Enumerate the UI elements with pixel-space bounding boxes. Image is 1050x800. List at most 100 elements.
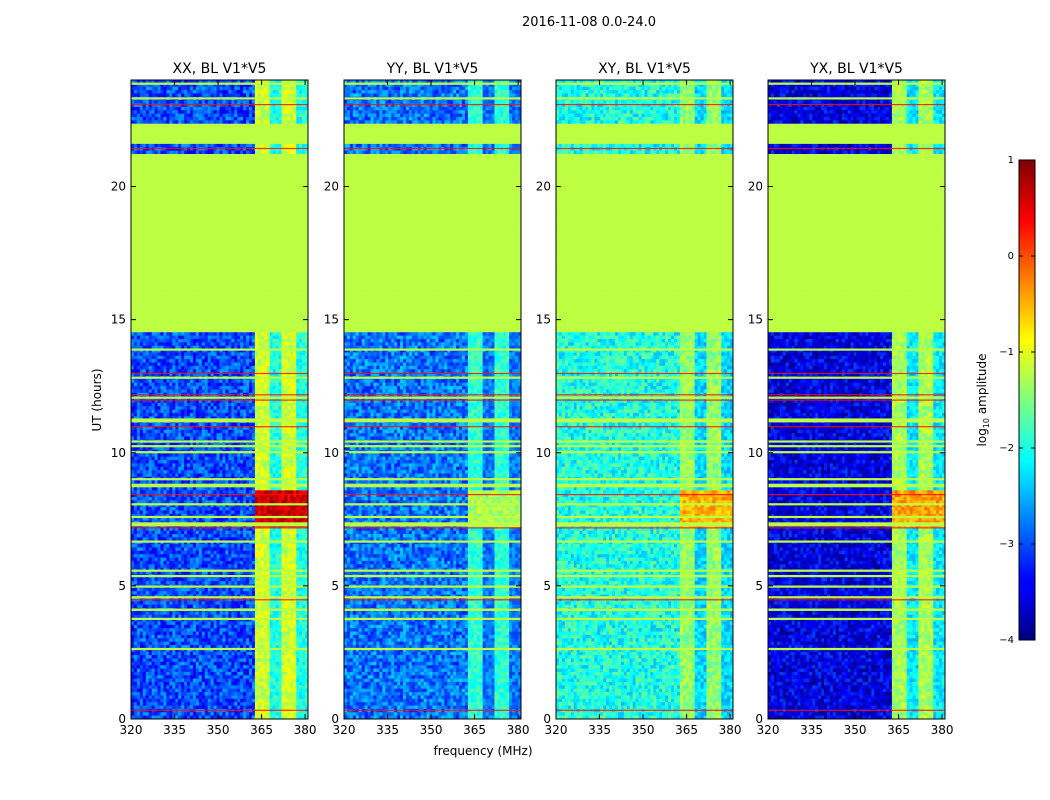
heatmap-cell xyxy=(178,124,181,128)
heatmap-cell xyxy=(290,117,293,121)
heatmap-cell xyxy=(140,114,143,118)
heatmap-cell xyxy=(140,90,143,94)
heatmap-cell xyxy=(273,120,276,124)
heatmap-cell xyxy=(149,100,152,104)
heatmap-cell xyxy=(228,93,231,97)
heatmap-cell xyxy=(228,107,231,111)
heatmap-cell xyxy=(261,107,264,111)
heatmap-cell xyxy=(264,124,267,128)
heatmap-cell xyxy=(152,100,155,104)
heatmap-cell xyxy=(163,100,166,104)
heatmap-cell xyxy=(270,107,273,111)
heatmap-cell xyxy=(240,110,243,114)
heatmap-cell xyxy=(131,110,134,114)
heatmap-cell xyxy=(161,110,164,114)
heatmap-cell xyxy=(222,117,225,121)
heatmap-cell xyxy=(134,114,137,118)
heatmap-cell xyxy=(155,114,158,118)
heatmap-cell xyxy=(178,117,181,121)
heatmap-cell xyxy=(196,87,199,91)
heatmap-cell xyxy=(281,114,284,118)
heatmap-cell xyxy=(137,93,140,97)
heatmap-cell xyxy=(152,110,155,114)
heatmap-cell xyxy=(246,100,249,104)
heatmap-cell xyxy=(184,90,187,94)
heatmap-cell xyxy=(199,90,202,94)
heatmap-cell xyxy=(161,114,164,118)
heatmap-cell xyxy=(222,90,225,94)
heatmap-cell xyxy=(240,120,243,124)
heatmap-cell xyxy=(246,124,249,128)
heatmap-cell xyxy=(166,93,169,97)
heatmap-cell xyxy=(184,107,187,111)
heatmap-cell xyxy=(258,87,261,91)
heatmap-cell xyxy=(279,87,282,91)
heatmap-cell xyxy=(181,107,184,111)
heatmap-cell xyxy=(202,90,205,94)
heatmap-cell xyxy=(267,93,270,97)
heatmap-cell xyxy=(228,124,231,128)
heatmap-cell xyxy=(261,124,264,128)
heatmap-cell xyxy=(137,87,140,91)
heatmap-cell xyxy=(143,90,146,94)
heatmap-cell xyxy=(255,87,258,91)
heatmap-cell xyxy=(287,90,290,94)
heatmap-cell xyxy=(270,100,273,104)
heatmap-cell xyxy=(231,124,234,128)
heatmap-cell xyxy=(161,93,164,97)
heatmap-cell xyxy=(246,110,249,114)
heatmap-cell xyxy=(190,124,193,128)
heatmap-cell xyxy=(225,117,228,121)
heatmap-cell xyxy=(237,117,240,121)
heatmap-cell xyxy=(196,117,199,121)
heatmap-cell xyxy=(146,110,149,114)
heatmap-cell xyxy=(131,124,134,128)
heatmap-cell xyxy=(181,124,184,128)
heatmap-cell xyxy=(234,90,237,94)
heatmap-cell xyxy=(281,87,284,91)
heatmap-cell xyxy=(255,110,258,114)
heatmap-cell xyxy=(296,110,299,114)
heatmap-cell xyxy=(193,93,196,97)
heatmap-cell xyxy=(249,90,252,94)
heatmap-cell xyxy=(252,120,255,124)
heatmap-cell xyxy=(158,114,161,118)
heatmap-cell xyxy=(172,107,175,111)
heatmap-cell xyxy=(225,107,228,111)
heatmap-cell xyxy=(279,120,282,124)
heatmap-cell xyxy=(178,107,181,111)
heatmap-cell xyxy=(161,87,164,91)
heatmap-cell xyxy=(240,100,243,104)
heatmap-cell xyxy=(273,93,276,97)
heatmap-cell xyxy=(290,100,293,104)
heatmap-cell xyxy=(193,124,196,128)
heatmap-cell xyxy=(217,107,220,111)
heatmap-cell xyxy=(169,120,172,124)
heatmap-cell xyxy=(249,117,252,121)
heatmap-cell xyxy=(258,90,261,94)
heatmap-cell xyxy=(202,107,205,111)
heatmap-cell xyxy=(137,120,140,124)
heatmap-cell xyxy=(237,87,240,91)
heatmap-cell xyxy=(211,93,214,97)
heatmap-cell xyxy=(143,100,146,104)
heatmap-cell xyxy=(220,100,223,104)
heatmap-cell xyxy=(187,93,190,97)
heatmap-cell xyxy=(290,114,293,118)
heatmap-cell xyxy=(187,107,190,111)
heatmap-cell xyxy=(134,110,137,114)
heatmap-cell xyxy=(296,107,299,111)
heatmap-cell xyxy=(149,90,152,94)
heatmap-cell xyxy=(140,117,143,121)
heatmap-cell xyxy=(296,117,299,121)
heatmap-cell xyxy=(267,100,270,104)
heatmap-cell xyxy=(140,127,143,131)
heatmap-cell xyxy=(299,117,302,121)
heatmap-cell xyxy=(264,90,267,94)
heatmap-cell xyxy=(231,100,234,104)
heatmap-cell xyxy=(270,120,273,124)
heatmap-cell xyxy=(261,120,264,124)
heatmap-cell xyxy=(220,114,223,118)
heatmap-cell xyxy=(190,93,193,97)
heatmap-cell xyxy=(155,87,158,91)
